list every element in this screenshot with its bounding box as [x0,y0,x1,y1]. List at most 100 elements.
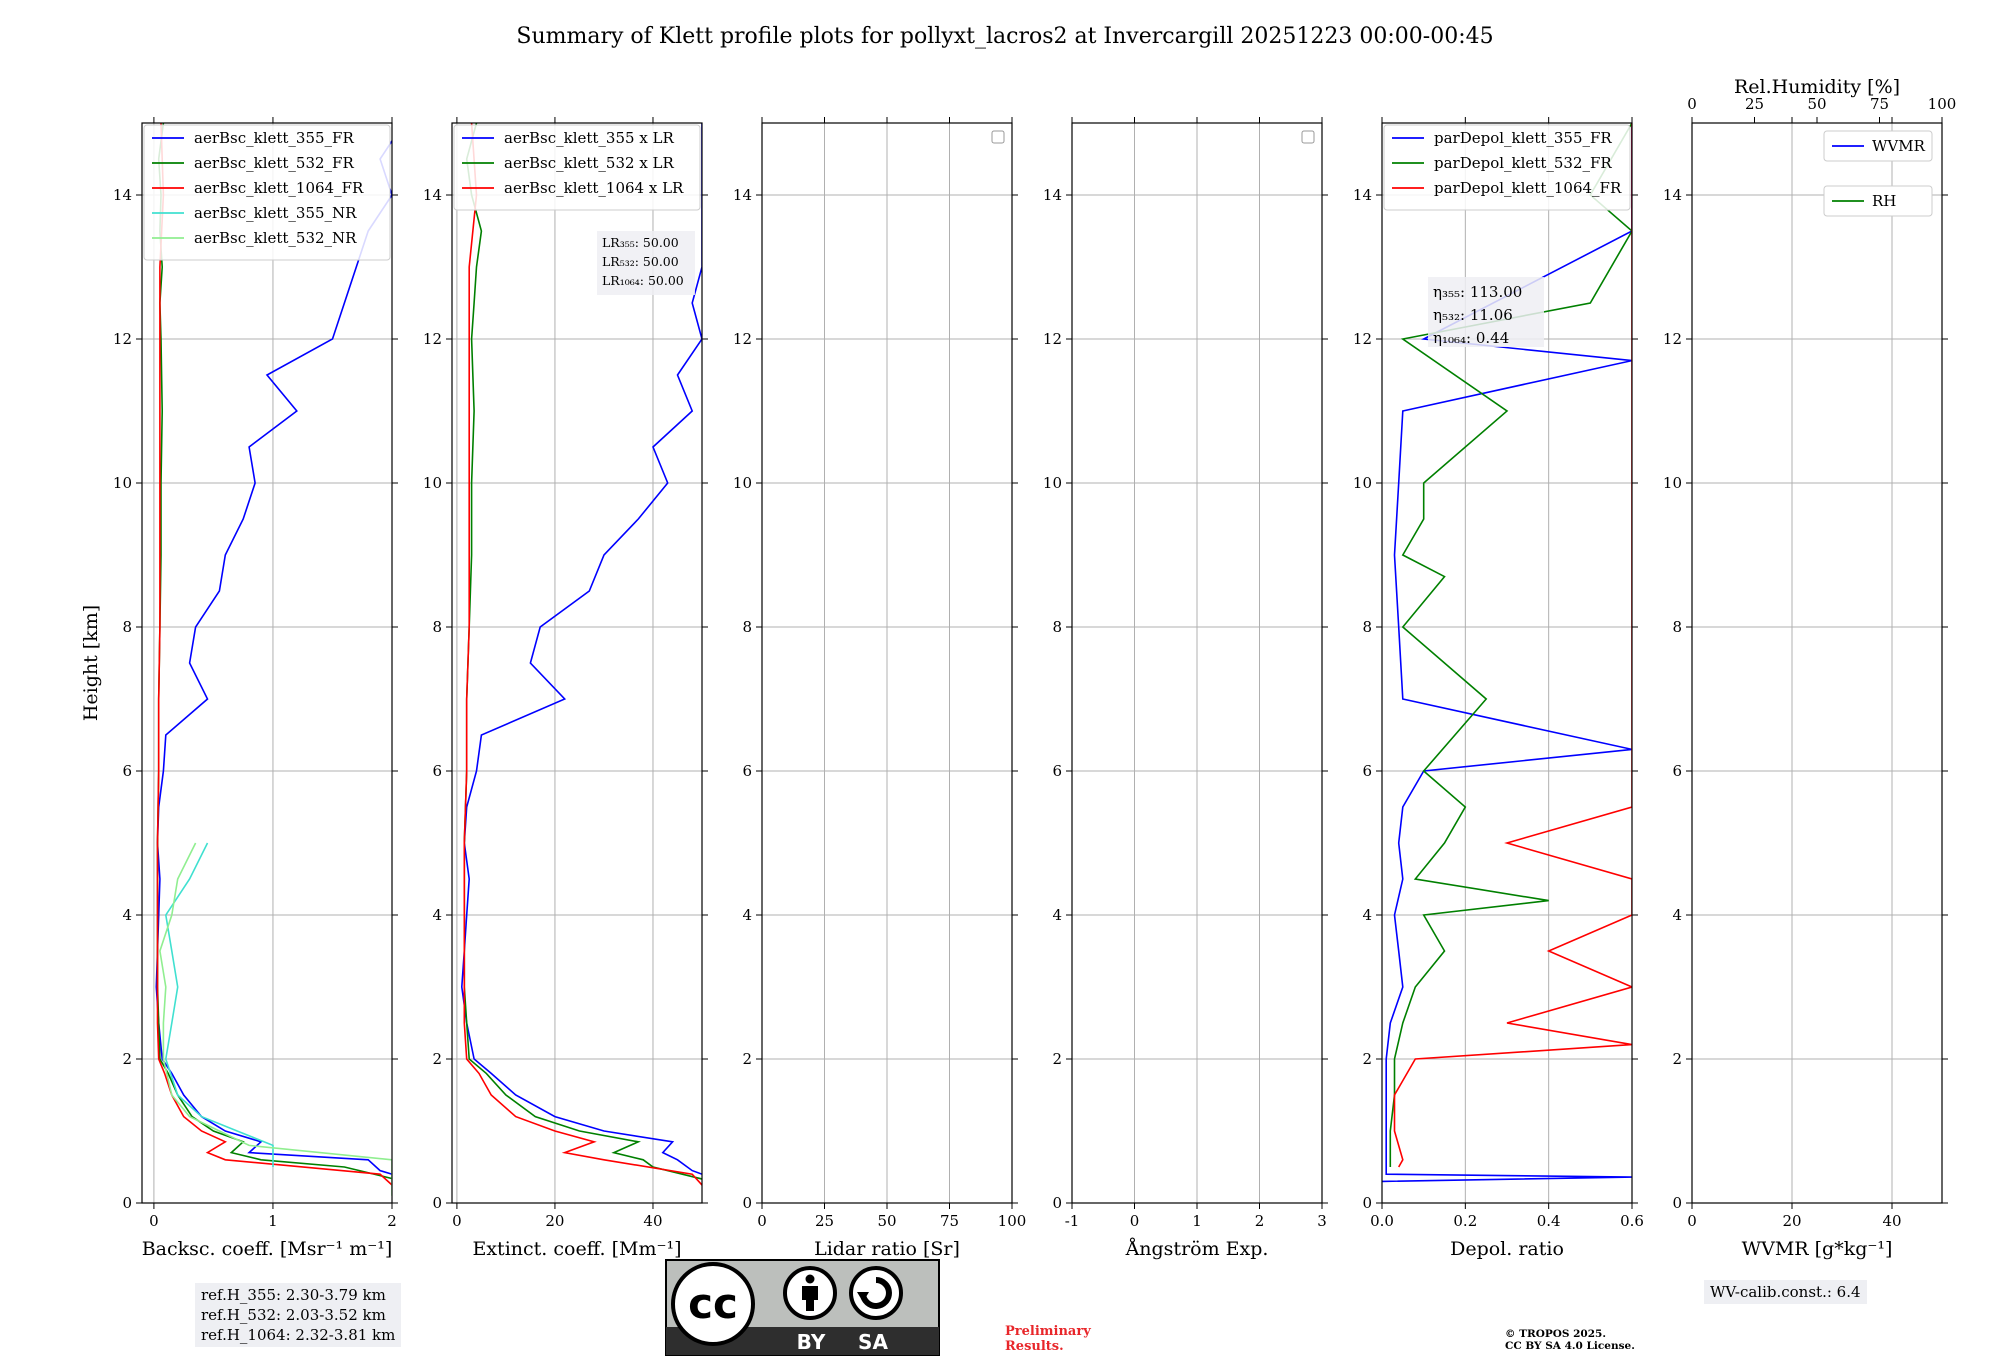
y-tick-label: 2 [432,1050,442,1068]
legend-label: aerBsc_klett_532_NR [194,229,357,247]
axes-frame [451,122,703,1204]
annotation-text: LR₅₃₂: 50.00 [602,254,679,269]
y-tick-label: 12 [1043,330,1062,348]
y-tick-label: 6 [742,762,752,780]
annotation-text: LR₃₅₅: 50.00 [602,235,679,250]
x-tick-label: 40 [1882,1212,1901,1230]
axes-frame [1381,122,1633,1204]
y-tick-label: 10 [1353,474,1372,492]
y-tick-label: 10 [733,474,752,492]
wv-calib-constant: WV-calib.const.: 6.4 [1710,1283,1861,1301]
series-group [155,123,392,1196]
legend-frame [143,124,391,261]
x-axis-label: Ångström Exp. [1125,1238,1269,1260]
x-axis-label: Depol. ratio [1450,1238,1564,1260]
top-x-axis-label: Rel.Humidity [%] [1734,76,1900,98]
x-tick-label: 50 [877,1212,896,1230]
x-tick-label: 0 [757,1212,767,1230]
top-x-tick-label: 75 [1870,95,1889,113]
y-tick-label: 4 [432,906,442,924]
x-tick-label: 3 [1317,1212,1327,1230]
y-axis-label: Height [km] [80,605,102,721]
series-line-aerBsc_klett_532_NR [159,842,392,1196]
x-axis-label: Extinct. coeff. [Mm⁻¹] [472,1238,681,1260]
series-line-aerBsc_klett_355 x LR [460,123,702,1176]
annotation-text: η₃₅₅: 113.00 [1433,283,1522,301]
x-tick-label: 25 [815,1212,834,1230]
figure-title: Summary of Klett profile plots for polly… [516,24,1493,49]
y-tick-label: 4 [1672,906,1682,924]
x-tick-label: -1 [1065,1212,1080,1230]
y-tick-label: 6 [1052,762,1062,780]
annotation-text: η₁₀₆₄: 0.44 [1433,329,1509,347]
ref-height-355: ref.H_355: 2.30-3.79 km [201,1286,386,1304]
legend-frame [1823,130,1933,162]
legend-frame [1823,185,1933,217]
y-tick-label: 14 [733,186,752,204]
copyright-note: © TROPOS 2025. CC BY SA 4.0 License. [1505,1328,1635,1352]
legend-label: WVMR [1872,137,1926,155]
top-x-tick-label: 50 [1807,95,1826,113]
x-tick-label: 0 [149,1212,159,1230]
series-group [460,123,702,1187]
axes-frame [1691,122,1943,1204]
annotation-box [1428,277,1544,347]
y-tick-label: 8 [1052,618,1062,636]
legend-label: aerBsc_klett_355 x LR [504,129,675,147]
x-tick-label: 0.0 [1370,1212,1394,1230]
top-x-tick-label: 100 [1928,95,1957,113]
y-tick-label: 8 [1362,618,1372,636]
x-tick-label: 0.6 [1620,1212,1644,1230]
reference-height-box: ref.H_355: 2.30-3.79 km ref.H_532: 2.03-… [195,1283,402,1347]
wv-calib-box: WV-calib.const.: 6.4 [1704,1280,1867,1304]
preliminary-line-1: Preliminary [1005,1324,1091,1339]
y-tick-label: 12 [733,330,752,348]
y-tick-label: 8 [432,618,442,636]
y-tick-label: 0 [122,1194,132,1212]
preliminary-results-note: Preliminary Results. [1005,1324,1091,1354]
panel-extinction: 0 20 40 0 2 4 6 8 10 12 14 Extinct. coeff. [Mm⁻¹] ae… [423,117,708,1260]
legend-label: parDepol_klett_1064_FR [1434,179,1622,197]
y-tick-label: 8 [1672,618,1682,636]
y-tick-label: 14 [1043,186,1062,204]
y-tick-label: 6 [432,762,442,780]
preliminary-line-2: Results. [1005,1339,1064,1354]
panel-wvmr: 0 20 40 0 2 4 6 8 10 12 14 WVMR [g*kg⁻¹] 0 25 50 75 100 R… [1663,76,1956,1260]
axes-frame [141,122,393,1204]
x-tick-label: 0 [452,1212,462,1230]
x-tick-label: 0.2 [1453,1212,1477,1230]
series-line-aerBsc_klett_1064 x LR [463,123,702,1187]
y-tick-label: 2 [122,1050,132,1068]
y-tick-label: 0 [1362,1194,1372,1212]
legend-label: aerBsc_klett_1064 x LR [504,179,684,197]
y-tick-label: 12 [113,330,132,348]
legend-label: aerBsc_klett_355_NR [194,204,357,222]
series-line-aerBsc_klett_355_FR [155,139,392,1176]
series-line-aerBsc_klett_355_NR [164,842,274,1167]
panel-lidar_ratio: 0 25 50 75 100 0 2 4 6 8 10 12 14 Lidar ratio [Sr] [733,117,1026,1260]
series-line-parDepol_klett_355_FR [1382,123,1632,1183]
legend-label: RH [1872,192,1896,210]
y-tick-label: 0 [1672,1194,1682,1212]
series-line-aerBsc_klett_532_FR [156,123,392,1180]
y-tick-label: 14 [1663,186,1682,204]
y-tick-label: 2 [742,1050,752,1068]
y-tick-label: 10 [1663,474,1682,492]
x-tick-label: 40 [643,1212,662,1230]
y-tick-label: 6 [122,762,132,780]
series-line-aerBsc_klett_1064_FR [156,123,392,1187]
x-tick-label: 100 [998,1212,1027,1230]
y-tick-label: 12 [423,330,442,348]
y-tick-label: 6 [1672,762,1682,780]
legend-label: aerBsc_klett_532 x LR [504,154,675,172]
series-line-parDepol_klett_1064_FR [1393,123,1632,1168]
sa-label: SA [858,1330,888,1354]
x-tick-label: 2 [387,1212,397,1230]
y-tick-label: 2 [1672,1050,1682,1068]
series-group [1382,123,1632,1183]
x-tick-label: 75 [940,1212,959,1230]
copyright-line-2: CC BY SA 4.0 License. [1505,1340,1635,1352]
y-tick-label: 0 [432,1194,442,1212]
